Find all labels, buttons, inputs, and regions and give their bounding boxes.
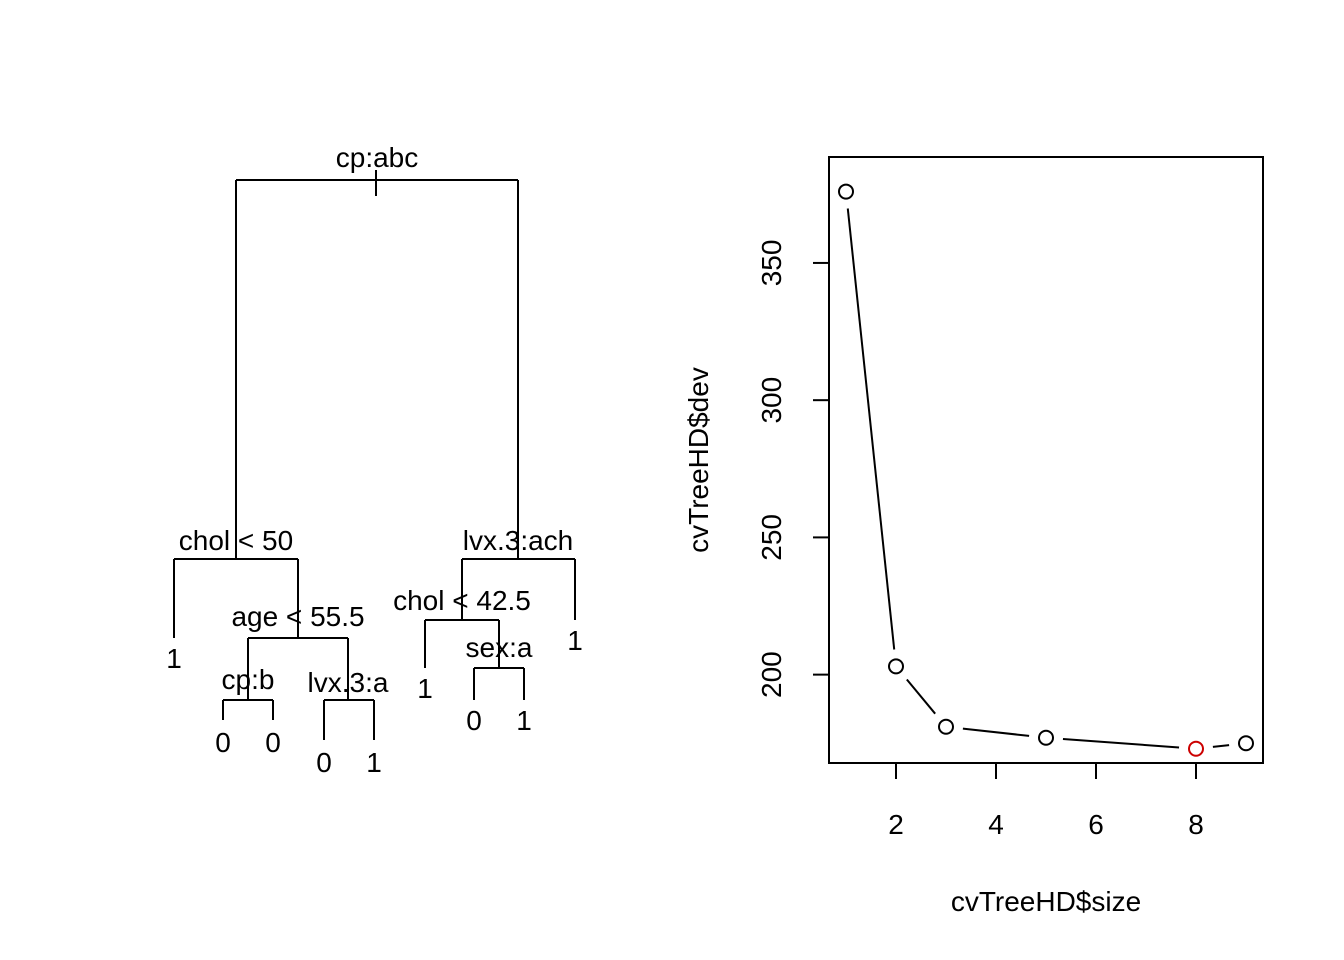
tree-leaf-label: 0 [215,727,231,758]
data-point [838,183,854,200]
tree-split-label: lvx.3:ach [463,525,574,556]
y-tick-label: 300 [756,377,787,424]
tree-leaf-label: 1 [516,705,532,736]
tree-leaf-label: 1 [166,643,182,674]
tree-split-label: chol < 50 [179,525,293,556]
tree-leaf-label: 1 [366,747,382,778]
series-segment [1062,737,1180,749]
tree-leaf-label: 0 [316,747,332,778]
tree-split-label: cp:b [222,664,275,695]
decision-tree: cp:abc chol < 50 lvx.3:ach 1 age < 55.5 cp:b l… [166,142,583,778]
y-axis: 200 250 300 350 [756,240,830,698]
y-axis-label: cvTreeHD$dev [683,367,714,553]
y-tick-label: 350 [756,240,787,287]
x-axis-label: cvTreeHD$size [951,886,1141,917]
tree-leaf-label: 0 [466,705,482,736]
tree-leaf-label: 1 [417,673,433,704]
series-dev [838,183,1254,757]
series-segment [906,678,936,715]
tree-split-label: chol < 42.5 [393,585,531,616]
x-tick-label: 6 [1088,809,1104,840]
x-tick-label: 2 [888,809,904,840]
x-axis: 2 4 6 8 [888,762,1204,840]
series-segment [846,208,896,650]
tree-split-label: age < 55.5 [231,601,364,632]
tree-leaf-label: 0 [265,727,281,758]
data-point [888,658,904,675]
data-point [1238,735,1254,752]
tree-split-label: cp:abc [336,142,419,173]
x-tick-label: 4 [988,809,1004,840]
series-segment [1212,744,1230,748]
y-tick-label: 250 [756,514,787,561]
cv-deviance-plot: 2 4 6 8 200 250 300 350 cvTreeHD$size cvTreeHD… [683,156,1264,917]
y-tick-label: 200 [756,651,787,698]
tree-split-label: lvx.3:a [308,667,389,698]
tree-split-label: sex:a [466,632,533,663]
data-point [938,718,954,735]
x-tick-label: 8 [1188,809,1204,840]
data-point-highlighted [1188,740,1204,757]
tree-leaf-label: 1 [567,625,583,656]
data-point [1038,729,1054,746]
series-segment [962,727,1030,737]
